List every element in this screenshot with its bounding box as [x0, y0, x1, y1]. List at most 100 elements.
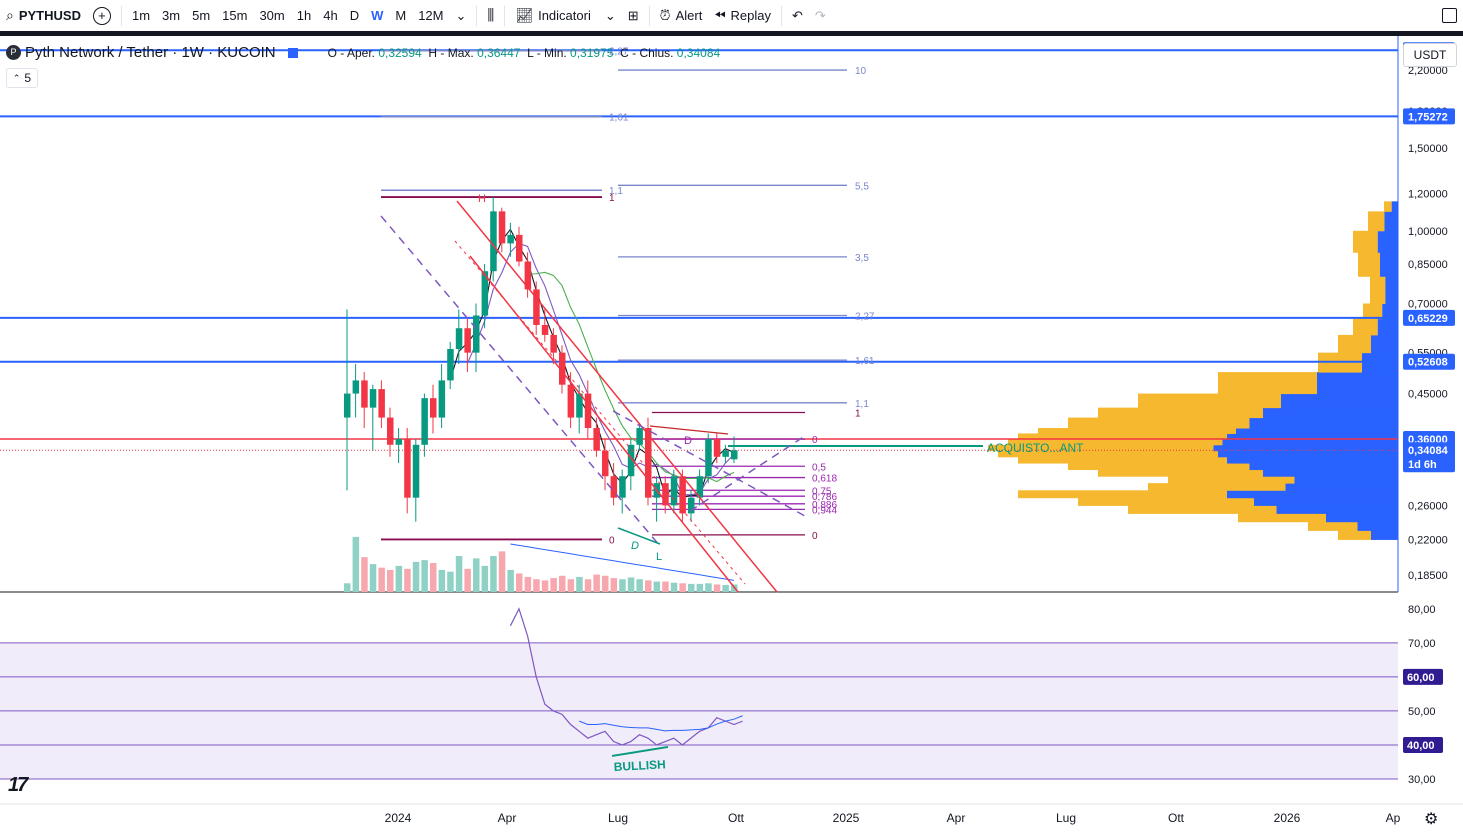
- time-tick-label: Lug: [1056, 811, 1076, 825]
- indicators-icon: 📈︎: [515, 7, 534, 23]
- candle-body: [593, 428, 600, 451]
- volume-profile-down-row: [1338, 334, 1371, 354]
- price-tick-label: 1,50000: [1408, 143, 1448, 155]
- time-tick-label: 2024: [385, 811, 412, 825]
- pattern-point-L: L: [656, 551, 662, 563]
- volume-profile-up-row: [1213, 444, 1398, 452]
- plus-circle-icon: +: [92, 6, 111, 25]
- timeframe-W[interactable]: W: [371, 8, 384, 23]
- legend-title: Pyth Network / Tether · 1W · KUCOIN: [25, 44, 276, 61]
- volume-profile-up-row: [1326, 513, 1398, 523]
- price-tick-label: 0,26000: [1408, 500, 1448, 512]
- price-badge: [1403, 108, 1455, 125]
- volume-bar: [627, 577, 635, 592]
- timeframe-dropdown[interactable]: ⌄: [450, 0, 473, 31]
- volume-bar: [567, 579, 575, 592]
- volume-bar: [447, 571, 454, 592]
- currency-selector[interactable]: USDT: [1403, 43, 1457, 67]
- fib-level-label: 0: [609, 535, 615, 546]
- timeframe-1m[interactable]: 1m: [131, 8, 151, 23]
- toolbar-divider: [0, 31, 1463, 36]
- volume-bar: [498, 551, 506, 592]
- volume-profile: [988, 201, 1398, 540]
- replay-button[interactable]: ⏪︎ Replay: [708, 0, 777, 31]
- volume-profile-up-row: [1227, 433, 1398, 440]
- volume-profile-down-row: [988, 444, 1214, 452]
- timeframe-D[interactable]: D: [349, 8, 360, 23]
- compare-symbol-button[interactable]: +: [87, 0, 117, 31]
- settings-gear-icon[interactable]: ⚙: [1424, 811, 1439, 828]
- indicators-button[interactable]: 📈︎ Indicatori ⌄: [509, 0, 621, 31]
- candle-body: [713, 439, 721, 457]
- tradingview-logo[interactable]: 17: [8, 774, 28, 796]
- alert-button[interactable]: ⏰︎ Alert: [654, 0, 709, 31]
- chart-canvas[interactable]: 2,271,611,110105,53,52,271,611,1100,50,6…: [0, 36, 1463, 834]
- volume-bar: [722, 585, 729, 592]
- top-toolbar: ⌕ PYTHUSD + 1m 3m 5m 15m 30m 1h 4h D W M 12M ⌄ ⫼ 📈…: [0, 0, 1463, 32]
- time-tick-label: Ap: [1386, 811, 1401, 825]
- volume-bar: [576, 576, 583, 592]
- volume-bar: [559, 575, 566, 592]
- undo-button[interactable]: ↶: [786, 0, 809, 31]
- templates-button[interactable]: ⊞: [622, 0, 645, 31]
- volume-bar: [361, 557, 368, 592]
- candles-icon: ⫼: [487, 7, 495, 24]
- timeframe-group: 1m 3m 5m 15m 30m 1h 4h D W M 12M: [126, 0, 450, 31]
- horizontal-levels: [0, 49, 1398, 451]
- volume-profile-down-row: [1168, 476, 1295, 484]
- symbol-search[interactable]: ⌕ PYTHUSD: [0, 0, 87, 31]
- candle-body: [421, 398, 428, 445]
- price-badge: [1403, 309, 1455, 326]
- timeframe-M[interactable]: M: [395, 8, 407, 23]
- price-badge: [1403, 442, 1455, 459]
- pattern-point-D: D: [631, 540, 639, 552]
- volume-bar: [490, 556, 497, 592]
- timeframe-1h[interactable]: 1h: [296, 8, 312, 23]
- volume-profile-down-row: [1370, 276, 1386, 304]
- flag-icon[interactable]: [287, 47, 298, 58]
- timeframe-30m[interactable]: 30m: [259, 8, 285, 23]
- volume-profile-down-row: [1353, 230, 1378, 253]
- fib-level-label: 0,75: [812, 486, 832, 497]
- chart-type-button[interactable]: ⫼: [481, 0, 500, 31]
- timeframe-5m[interactable]: 5m: [192, 8, 211, 23]
- price-tick-label: 0,70000: [1408, 298, 1448, 310]
- volume-profile-down-row: [1338, 530, 1371, 540]
- volume-bar: [378, 567, 385, 592]
- volume-profile-up-row: [1317, 372, 1398, 395]
- volume-bar: [404, 568, 411, 592]
- timeframe-4h[interactable]: 4h: [323, 8, 338, 23]
- price-badge-label: 1,75272: [1408, 111, 1448, 123]
- rsi-tick-label: 70,00: [1408, 638, 1436, 650]
- volume-bar: [679, 583, 686, 592]
- time-tick-label: Ott: [728, 811, 745, 825]
- volume-profile-down-row: [1008, 439, 1223, 446]
- undo-icon: ↶: [791, 7, 803, 23]
- chevron-down-icon: ⌄: [604, 7, 616, 23]
- candle-body: [516, 234, 523, 262]
- volume-profile-up-row: [1227, 456, 1398, 464]
- chevron-down-icon: ⌄: [455, 7, 467, 23]
- redo-button[interactable]: ↷: [809, 0, 832, 31]
- timeframe-15m[interactable]: 15m: [222, 8, 248, 23]
- volume-bar: [670, 582, 678, 592]
- price-badge: [1403, 353, 1455, 370]
- fib-level-label: 1: [855, 409, 861, 420]
- indicators-toggle[interactable]: ⌃ 5: [6, 68, 38, 88]
- candlesticks: [344, 197, 738, 522]
- volume-bar: [645, 580, 652, 592]
- volume-bar: [533, 579, 540, 592]
- candle-body: [344, 393, 351, 418]
- close-label: C - Chius.: [620, 45, 674, 60]
- high-label: H - Max.: [428, 45, 474, 60]
- bullish-label: BULLISH: [613, 757, 666, 774]
- candle-body: [473, 315, 480, 353]
- volume-bars: [344, 536, 738, 592]
- timeframe-3m[interactable]: 3m: [162, 8, 181, 23]
- volume-ma-line: [510, 543, 735, 581]
- fib-level-label: 3,5: [855, 253, 869, 264]
- volume-bar: [593, 574, 600, 592]
- candle-body: [430, 398, 437, 418]
- fullscreen-button[interactable]: [1436, 0, 1463, 31]
- timeframe-12M[interactable]: 12M: [418, 8, 444, 23]
